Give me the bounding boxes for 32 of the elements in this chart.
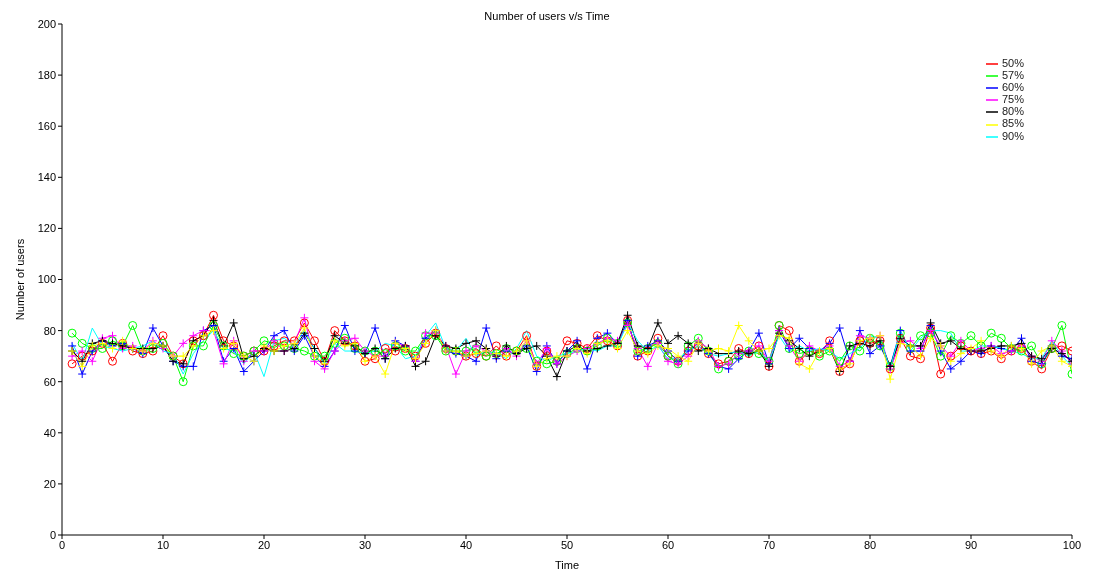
y-tick-label: 20 — [43, 477, 56, 490]
x-tick-label: 30 — [358, 538, 372, 551]
x-tick-label: 20 — [257, 538, 271, 551]
x-tick-label: 80 — [863, 538, 877, 551]
x-tick-label: 50 — [560, 538, 574, 551]
legend-label: 57% — [1002, 69, 1025, 82]
x-tick-label: 60 — [661, 538, 675, 551]
x-tick-label: 100 — [1062, 538, 1082, 551]
x-tick-label: 90 — [964, 538, 978, 551]
y-tick-label: 40 — [43, 426, 56, 439]
x-tick-label: 0 — [58, 538, 66, 551]
y-tick-label: 120 — [37, 222, 56, 235]
legend-label: 80% — [1002, 105, 1025, 118]
legend-label: 85% — [1002, 117, 1025, 130]
y-tick-label: 80 — [43, 324, 56, 337]
legend-label: 50% — [1002, 57, 1025, 69]
y-tick-label: 180 — [37, 69, 56, 81]
y-tick-label: 0 — [49, 528, 56, 541]
x-tick-label: 10 — [156, 538, 170, 551]
y-tick-label: 160 — [37, 120, 56, 133]
y-tick-label: 60 — [43, 375, 56, 388]
y-tick-label: 200 — [37, 17, 56, 30]
y-tick-label: 140 — [37, 171, 56, 184]
x-axis-title: Time — [554, 559, 580, 571]
x-tick-label: 40 — [459, 538, 473, 551]
x-tick-label: 70 — [762, 538, 776, 551]
y-axis-title: Number of users — [13, 238, 26, 321]
legend-label: 75% — [1002, 93, 1025, 106]
chart-title: Number of users v/s Time — [484, 10, 610, 22]
legend-label: 90% — [1002, 129, 1025, 142]
legend-label: 60% — [1002, 81, 1025, 94]
y-tick-label: 100 — [37, 273, 56, 286]
